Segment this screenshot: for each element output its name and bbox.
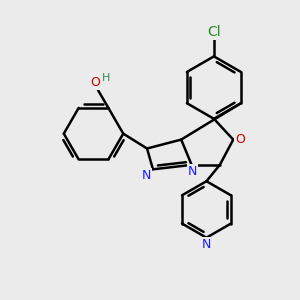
Text: N: N — [188, 165, 197, 178]
Text: N: N — [142, 169, 151, 182]
Text: Cl: Cl — [207, 25, 221, 39]
Text: N: N — [202, 238, 211, 251]
Text: O: O — [236, 133, 245, 146]
Text: O: O — [90, 76, 100, 88]
Text: H: H — [102, 73, 110, 82]
